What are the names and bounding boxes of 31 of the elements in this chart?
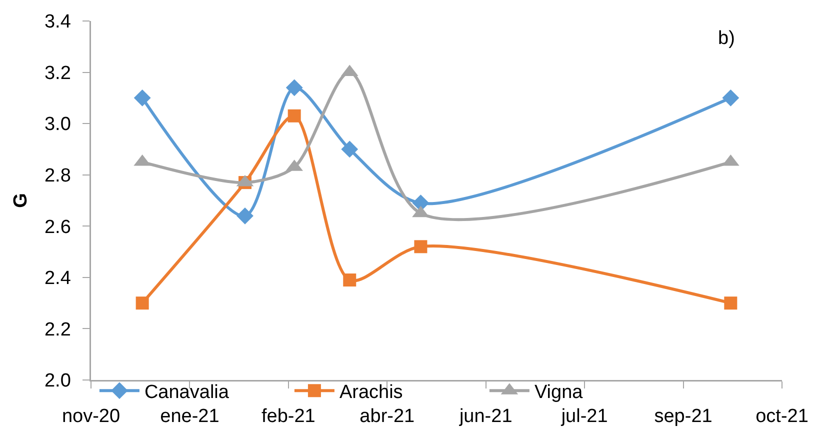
x-tick-label: feb-21 [261, 406, 316, 428]
point [343, 273, 356, 286]
point [341, 140, 358, 158]
point [722, 89, 740, 106]
x-tick-label: sep-21 [654, 406, 712, 428]
x-tick-label: nov-20 [62, 406, 120, 428]
point [288, 109, 301, 122]
y-tick-label: 2.8 [44, 166, 71, 187]
x-tick-label: jul-21 [560, 406, 608, 428]
x-tick-label: jun-21 [458, 406, 512, 428]
point [286, 79, 303, 96]
y-tick-label: 2.4 [44, 268, 72, 290]
y-tick-label: 2.0 [44, 370, 71, 392]
x-tick-label: abr-21 [360, 406, 415, 428]
y-tick-label: 3.0 [44, 114, 71, 136]
y-tick-label: 2.2 [44, 319, 71, 340]
annotation: b) [718, 28, 735, 49]
legend-label: Canavalia [144, 382, 230, 404]
x-tick-label: ene-21 [160, 406, 220, 428]
point [136, 296, 149, 310]
y-tick-label: 2.6 [44, 216, 71, 238]
y-tick-label: 3.2 [44, 62, 71, 84]
point [236, 207, 254, 224]
legend-label: Arachis [339, 382, 403, 404]
point [414, 240, 428, 254]
point [724, 296, 738, 310]
point [134, 89, 151, 106]
legend-label: Vigna [534, 382, 584, 404]
x-tick-label: oct-21 [756, 406, 808, 428]
y-tick-label: 3.4 [44, 12, 72, 33]
y-axis-title: G [10, 193, 32, 208]
